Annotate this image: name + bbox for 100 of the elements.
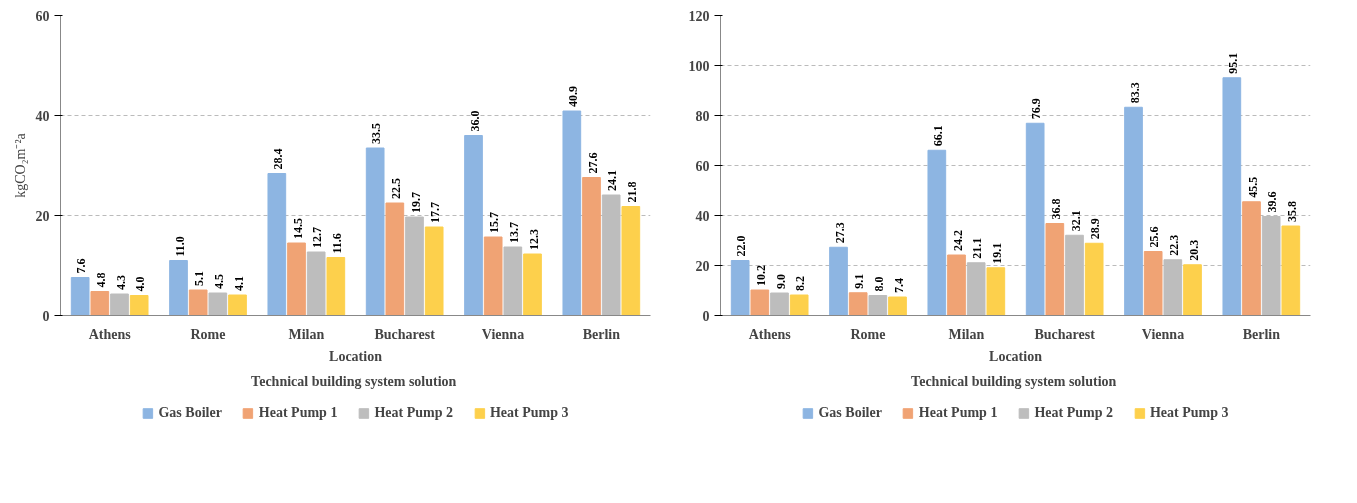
- data-label: 4.5: [211, 274, 226, 289]
- text: Technical building system solution: [251, 373, 457, 389]
- legend-label: Heat Pump 2: [1034, 405, 1113, 421]
- bar: [888, 296, 907, 316]
- data-label: 36.0: [467, 110, 482, 132]
- bar: [483, 236, 503, 316]
- data-label: 8.2: [793, 276, 808, 291]
- data-label: 22.3: [1166, 234, 1181, 256]
- bar: [582, 177, 601, 316]
- x-axis-title: Location: [329, 348, 383, 364]
- data-label: 20.3: [1186, 239, 1201, 261]
- x-tick-label: Bucharest: [374, 326, 436, 342]
- data-label: 4.8: [93, 272, 108, 288]
- bar: [868, 295, 888, 316]
- data-label: 27.3: [832, 222, 847, 244]
- bar: [90, 291, 110, 316]
- data-label: 11.0: [172, 236, 187, 257]
- bar: [947, 254, 966, 316]
- y-axis-title: kgCO₂m⁻²a: [12, 132, 28, 198]
- data-label: 9.1: [852, 273, 867, 289]
- bar: [365, 147, 385, 316]
- legend-label: Heat Pump 2: [374, 405, 453, 421]
- bar: [829, 246, 848, 316]
- y-tick-label: 120: [688, 8, 710, 24]
- x-tick-label: Berlin: [582, 326, 621, 342]
- y-tick-label: 20: [695, 258, 710, 274]
- bar: [1124, 106, 1143, 316]
- data-label: 5.1: [192, 271, 207, 286]
- bar: [562, 110, 582, 316]
- data-label: 15.7: [487, 212, 502, 233]
- data-label: 45.5: [1245, 176, 1260, 198]
- data-label: 40.9: [565, 86, 580, 107]
- bar: [1242, 201, 1261, 316]
- x-tick-label: Berlin: [1242, 326, 1281, 342]
- data-label: 33.5: [369, 123, 384, 144]
- data-label: 12.3: [526, 229, 541, 250]
- bar: [267, 173, 287, 316]
- bar: [326, 257, 346, 316]
- bar: [770, 292, 789, 316]
- bar: [464, 135, 483, 316]
- bar: [1222, 77, 1242, 316]
- bar: [385, 202, 405, 316]
- bar: [621, 206, 641, 316]
- x-tick-label: Athens: [748, 326, 792, 342]
- data-label: 11.6: [329, 233, 344, 254]
- bar: [986, 267, 1006, 316]
- legend-label: Heat Pump 3: [489, 405, 569, 421]
- data-label: 39.6: [1265, 191, 1280, 213]
- legend-label: Gas Boiler: [818, 405, 882, 421]
- data-label: 12.7: [310, 227, 325, 248]
- bar: [848, 292, 868, 316]
- x-tick-label: Milan: [288, 326, 325, 342]
- bar: [1163, 259, 1183, 316]
- bar: [169, 260, 188, 316]
- data-label: 25.6: [1147, 226, 1162, 248]
- data-label: 83.3: [1127, 82, 1142, 104]
- data-label: 28.4: [270, 148, 285, 170]
- data-label: 24.1: [605, 170, 620, 191]
- data-label: 36.8: [1048, 198, 1063, 220]
- bar: [1025, 122, 1045, 316]
- bar: [1045, 223, 1065, 316]
- bar: [927, 149, 947, 316]
- text: Technical building system solution: [911, 373, 1117, 389]
- x-tick-label: Rome: [190, 326, 226, 342]
- data-label: 22.5: [388, 178, 403, 199]
- y-tick-label: 40: [35, 108, 50, 124]
- data-label: 4.3: [113, 275, 128, 290]
- data-label: 4.0: [133, 276, 148, 292]
- bar: [129, 295, 149, 316]
- bar: [523, 253, 542, 316]
- bar: [750, 289, 770, 316]
- data-label: 32.1: [1068, 210, 1083, 232]
- data-label: 14.5: [290, 218, 305, 239]
- x-tick-label: Vienna: [481, 326, 525, 342]
- bar: [1281, 225, 1301, 316]
- bar: [1084, 242, 1104, 316]
- data-label: 21.8: [624, 181, 639, 203]
- bar: [287, 242, 306, 316]
- y-tick-label: 20: [35, 208, 50, 224]
- y-tick-label: 80: [695, 108, 710, 124]
- data-label: 19.7: [408, 192, 423, 213]
- data-label: 9.0: [773, 274, 788, 289]
- data-label: 8.0: [871, 276, 886, 292]
- bar: [110, 293, 129, 316]
- data-label: 7.6: [74, 258, 89, 274]
- y-tick-label: 60: [695, 158, 710, 174]
- x-tick-label: Rome: [850, 326, 886, 342]
- data-label: 21.1: [970, 237, 985, 259]
- x-axis-title: Location: [989, 348, 1043, 364]
- x-tick-label: Athens: [88, 326, 132, 342]
- bar: [1143, 251, 1163, 316]
- bar: [228, 294, 247, 316]
- bar: [306, 251, 326, 316]
- legend-label: Heat Pump 1: [918, 405, 998, 421]
- data-label: 10.2: [753, 265, 768, 286]
- data-label: 13.7: [506, 222, 521, 243]
- x-tick-label: Milan: [948, 326, 985, 342]
- data-label: 35.8: [1284, 201, 1299, 222]
- bar: [70, 277, 90, 316]
- data-label: 66.1: [930, 125, 945, 147]
